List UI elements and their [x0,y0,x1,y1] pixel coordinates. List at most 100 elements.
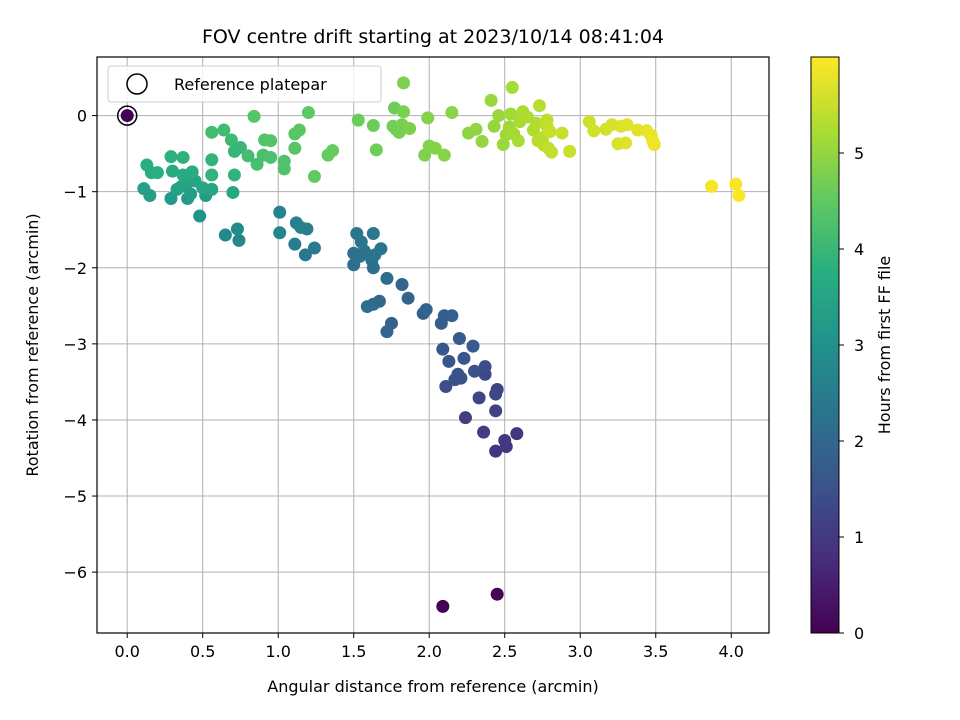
colorbar-gradient [810,56,840,634]
colorbar-tick-label: 5 [854,144,864,163]
data-point [487,119,501,133]
data-point [619,136,633,150]
data-point [273,226,287,240]
colorbar-tick-label: 0 [854,624,864,643]
y-tick-label: −4 [63,411,87,430]
data-point [504,107,518,121]
data-point [369,143,383,157]
data-point [366,118,380,132]
data-point [351,113,365,127]
data-point [540,113,554,127]
plot-frame [96,56,770,634]
data-point [620,118,634,132]
data-point [307,169,321,183]
x-tick-label: 2.5 [492,642,517,661]
data-point [439,379,453,393]
data-point [587,124,601,138]
data-point [492,109,506,123]
data-point [496,138,510,152]
data-point [403,122,417,136]
data-point [374,242,388,256]
data-point [563,144,577,158]
data-point [489,387,503,401]
data-point [428,141,442,155]
data-point [232,233,246,247]
data-point [505,80,519,94]
data-point [205,153,219,167]
data-point [458,411,472,425]
data-point [185,165,199,179]
data-point [436,599,450,613]
y-tick-label: −6 [63,563,87,582]
data-point [489,444,503,458]
colorbar-tick-label: 4 [854,240,864,259]
data-point [230,222,244,236]
data-point [224,133,238,147]
colorbar-tick-label: 2 [854,432,864,451]
data-point [360,300,374,314]
legend: Reference platepar [107,65,382,103]
data-point [436,342,450,356]
data-point [646,134,660,148]
data-point [166,164,180,178]
data-point [401,291,415,305]
data-point [205,168,219,182]
data-point [395,278,409,292]
data-point [478,360,492,374]
data-point [205,125,219,139]
data-point [217,123,231,137]
x-axis-ticks: 0.0 0.5 1.0 1.5 2.0 2.5 3.0 3.5 4.0 [114,633,744,661]
x-tick-label: 0.5 [190,642,215,661]
data-point [421,111,435,125]
x-tick-label: 0.0 [114,642,139,661]
x-tick-label: 1.0 [265,642,290,661]
data-point [475,134,489,148]
data-point [445,309,459,323]
data-point [241,149,255,163]
data-point [555,126,569,140]
legend-box [107,65,382,103]
data-point [227,168,241,182]
data-point [498,433,512,447]
reference-marker [116,105,138,126]
colorbar-label: Hours from first FF file [875,256,894,435]
x-tick-label: 1.5 [341,642,366,661]
data-point [489,404,503,418]
data-point [484,93,498,107]
data-point [273,205,287,219]
colorbar: 0 1 2 3 4 5 Hours from first FF file [810,56,894,643]
x-tick-label: 4.0 [719,642,744,661]
x-tick-label: 2.0 [416,642,441,661]
legend-marker-reference [126,73,148,95]
data-point [218,228,232,242]
data-point [176,150,190,164]
data-point [164,150,178,164]
data-point [307,241,321,255]
data-point [140,158,154,172]
data-point [298,248,312,262]
x-tick-label: 3.5 [643,642,668,661]
data-point [454,371,468,385]
data-point [466,339,480,353]
data-point [543,125,557,139]
data-point [511,134,525,148]
data-point [510,427,524,441]
data-point [380,271,394,285]
data-point [120,109,134,123]
data-point [247,109,261,123]
y-tick-label: −5 [63,487,87,506]
data-point [184,187,198,201]
data-points [116,76,746,613]
data-point [164,192,178,206]
data-point [366,227,380,241]
data-point [250,157,264,171]
data-point [457,351,471,365]
y-axis-ticks: 0 −1 −2 −3 −4 −5 −6 [63,107,97,582]
data-point [445,106,459,120]
data-point [233,141,247,155]
data-point [397,105,411,119]
data-point [301,106,315,120]
data-point [468,364,482,378]
data-point [288,141,302,155]
